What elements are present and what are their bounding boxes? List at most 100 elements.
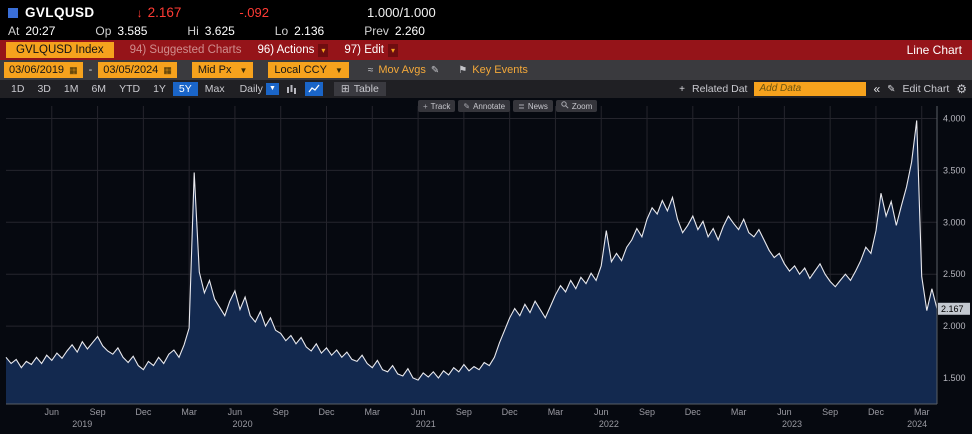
quote-line-primary: GVLQUSD ↓ 2.167 -.092 1.000/1.000 <box>8 3 964 22</box>
calendar-icon: ▦ <box>69 64 78 75</box>
svg-text:2022: 2022 <box>599 419 619 429</box>
svg-text:Jun: Jun <box>228 407 243 417</box>
table-button[interactable]: ⊞ Table <box>333 82 386 96</box>
period-button-max[interactable]: Max <box>204 83 225 95</box>
chevron-down-icon: ▾ <box>318 43 329 57</box>
svg-text:2023: 2023 <box>782 419 802 429</box>
stat-prev: Prev 2.260 <box>364 23 425 38</box>
chart-overlay-toolbar: + Track ✎ Annotate ≣ News Zoom <box>418 100 598 112</box>
svg-text:Sep: Sep <box>822 407 838 417</box>
svg-text:Jun: Jun <box>45 407 60 417</box>
news-button[interactable]: ≣ News <box>513 100 553 112</box>
line-chart-icon[interactable] <box>304 82 323 96</box>
quote-header: GVLQUSD ↓ 2.167 -.092 1.000/1.000 At 20:2… <box>0 0 972 40</box>
svg-text:Dec: Dec <box>319 407 336 417</box>
period-button-1d[interactable]: 1D <box>11 83 25 95</box>
svg-text:Mar: Mar <box>365 407 381 417</box>
date-from-input[interactable]: 03/06/2019 ▦ <box>4 62 83 78</box>
key-events-toggle[interactable]: ⚑ Key Events <box>458 64 528 76</box>
svg-text:2.000: 2.000 <box>943 321 966 331</box>
period-button-1m[interactable]: 1M <box>63 83 79 95</box>
svg-text:Mar: Mar <box>914 407 930 417</box>
line-chart-canvas[interactable]: Jun Sep Dec Mar Jun Sep Dec Mar Jun Sep Dec Mar Jun S… <box>0 98 972 434</box>
svg-text:Mar: Mar <box>548 407 564 417</box>
price-source-select[interactable]: Mid Px ▼ <box>191 62 254 78</box>
price-chart-region: + Track ✎ Annotate ≣ News Zoom Jun Sep Dec Mar… <box>0 98 972 434</box>
candlestick-chart-icon[interactable] <box>283 82 301 96</box>
stat-high: Hi 3.625 <box>187 23 235 38</box>
plus-icon: + <box>679 83 686 95</box>
add-data-input[interactable]: Add Data <box>754 82 867 96</box>
security-field[interactable]: GVLQUSD Index <box>6 42 114 58</box>
net-change: -.092 <box>239 5 269 20</box>
pencil-icon: ✎ <box>463 101 471 111</box>
svg-text:Sep: Sep <box>90 407 106 417</box>
svg-text:2021: 2021 <box>416 419 436 429</box>
svg-text:4.000: 4.000 <box>943 113 966 123</box>
plus-icon: + <box>423 101 428 111</box>
period-button-ytd[interactable]: YTD <box>119 83 141 95</box>
svg-text:Jun: Jun <box>411 407 426 417</box>
svg-text:1.500: 1.500 <box>943 373 966 383</box>
news-lines-icon: ≣ <box>518 101 525 111</box>
annotate-button[interactable]: ✎ Annotate <box>458 100 511 112</box>
svg-text:2.167: 2.167 <box>941 304 964 314</box>
menu-suggested-charts[interactable]: 94) Suggested Charts <box>129 44 242 56</box>
stat-at: At 20:27 <box>8 23 56 38</box>
pencil-icon: ✎ <box>887 83 896 95</box>
svg-text:2024: 2024 <box>907 419 927 429</box>
chart-toolbar-right: + Related Dat Add Data « ✎ Edit Chart ⚙ <box>679 82 967 96</box>
track-button[interactable]: + Track <box>418 100 456 112</box>
date-to-input[interactable]: 03/05/2024 ▦ <box>98 62 177 78</box>
collapse-panel-button[interactable]: « <box>873 82 881 96</box>
table-grid-icon: ⊞ <box>340 83 350 95</box>
filter-toolbar: 03/06/2019 ▦ - 03/05/2024 ▦ Mid Px ▼ Local … <box>0 60 972 80</box>
chevron-down-icon: ▾ <box>388 43 399 57</box>
frequency-select[interactable]: Daily ▼ <box>240 83 279 95</box>
svg-text:Dec: Dec <box>502 407 519 417</box>
calendar-icon: ▦ <box>163 64 172 75</box>
svg-text:Dec: Dec <box>868 407 885 417</box>
mov-avgs-toggle[interactable]: ≈ Mov Avgs ✎ <box>367 64 440 76</box>
period-button-3d[interactable]: 3D <box>37 83 51 95</box>
svg-text:2.500: 2.500 <box>943 269 966 279</box>
settings-gear-icon[interactable]: ⚙ <box>956 82 967 96</box>
zoom-button[interactable]: Zoom <box>555 100 598 112</box>
related-data-label: Related Dat <box>692 83 748 95</box>
svg-text:Sep: Sep <box>456 407 472 417</box>
period-button-5y-selected[interactable]: 5Y <box>172 82 198 96</box>
bid-ask-size: 1.000/1.000 <box>367 5 436 20</box>
chevron-down-icon: ▼ <box>334 65 343 75</box>
period-button-6m[interactable]: 6M <box>91 83 107 95</box>
svg-text:3.500: 3.500 <box>943 165 966 175</box>
stat-low: Lo 2.136 <box>274 23 325 38</box>
svg-text:2020: 2020 <box>233 419 253 429</box>
stat-open: Op 3.585 <box>95 23 148 38</box>
last-price: 2.167 <box>147 5 182 20</box>
svg-text:Dec: Dec <box>685 407 702 417</box>
chart-toolbar: 1D 3D 1M 6M YTD 1Y 5Y Max Daily ▼ ⊞ Table … <box>0 80 972 98</box>
flag-icon: ⚑ <box>458 64 468 76</box>
chevron-down-icon: ▼ <box>239 65 248 75</box>
function-menubar: GVLQUSD Index 94) Suggested Charts 96) A… <box>0 40 972 60</box>
period-button-1y[interactable]: 1Y <box>153 83 166 95</box>
moving-average-icon: ≈ <box>367 64 374 76</box>
svg-text:2019: 2019 <box>72 419 92 429</box>
svg-text:Sep: Sep <box>639 407 655 417</box>
magnifier-icon <box>561 101 569 111</box>
svg-text:3.000: 3.000 <box>943 217 966 227</box>
menu-edit[interactable]: 97) Edit ▾ <box>344 43 399 57</box>
page-title: Line Chart <box>906 43 962 57</box>
svg-text:Jun: Jun <box>594 407 609 417</box>
menu-actions[interactable]: 96) Actions ▾ <box>257 43 329 57</box>
svg-text:Jun: Jun <box>777 407 792 417</box>
edit-chart-button[interactable]: Edit Chart <box>902 83 950 95</box>
svg-text:Mar: Mar <box>181 407 197 417</box>
svg-text:Dec: Dec <box>135 407 152 417</box>
security-color-swatch-icon <box>8 7 18 18</box>
svg-text:Mar: Mar <box>731 407 747 417</box>
currency-select[interactable]: Local CCY ▼ <box>268 62 349 78</box>
svg-text:Sep: Sep <box>273 407 289 417</box>
ticker-symbol: GVLQUSD <box>25 5 95 20</box>
